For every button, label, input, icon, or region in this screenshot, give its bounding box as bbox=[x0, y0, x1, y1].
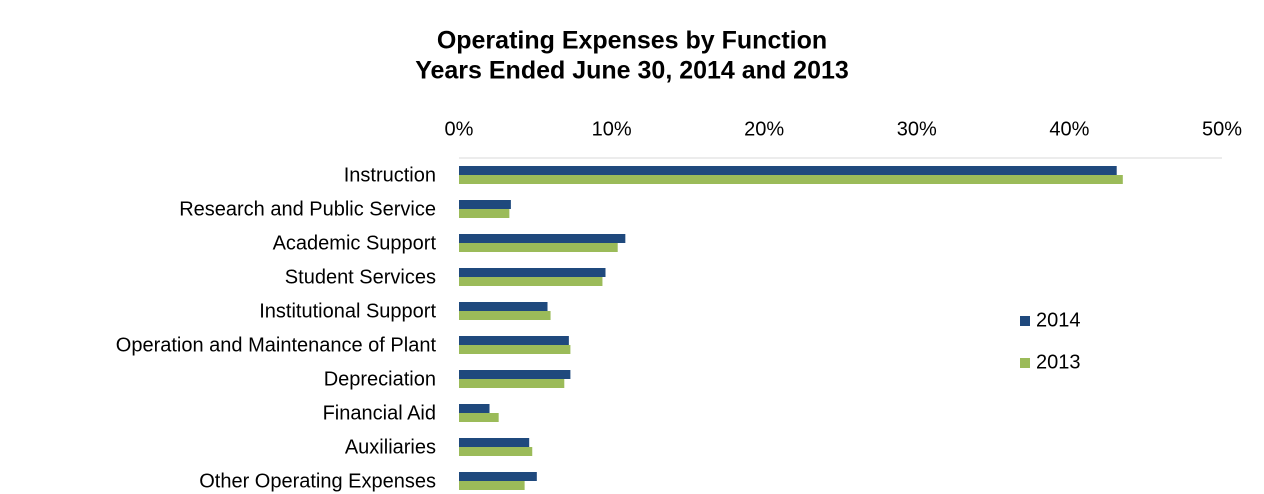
y-tick-label: Auxiliaries bbox=[345, 436, 436, 458]
bar bbox=[459, 481, 525, 490]
bar bbox=[459, 268, 606, 277]
x-tick-label: 40% bbox=[1049, 118, 1089, 140]
bar bbox=[459, 447, 533, 456]
bar bbox=[459, 472, 537, 481]
bar bbox=[459, 209, 510, 218]
bar bbox=[459, 234, 626, 243]
y-tick-label: Institutional Support bbox=[259, 300, 436, 322]
bar bbox=[459, 175, 1123, 184]
legend-swatch bbox=[1020, 316, 1030, 326]
y-tick-label: Depreciation bbox=[324, 368, 436, 390]
bar bbox=[459, 277, 603, 286]
y-tick-label: Other Operating Expenses bbox=[199, 470, 436, 492]
y-tick-label: Operation and Maintenance of Plant bbox=[116, 334, 437, 356]
bar bbox=[459, 243, 618, 252]
y-tick-label: Instruction bbox=[344, 164, 436, 186]
x-tick-label: 10% bbox=[592, 118, 632, 140]
bar bbox=[459, 413, 499, 422]
y-tick-label: Research and Public Service bbox=[179, 198, 436, 220]
legend-swatch bbox=[1020, 358, 1030, 368]
bar bbox=[459, 200, 511, 209]
chart-title: Operating Expenses by Function bbox=[437, 27, 827, 55]
legend-label: 2014 bbox=[1036, 309, 1081, 331]
bar bbox=[459, 302, 548, 311]
legend-label: 2013 bbox=[1036, 351, 1081, 373]
x-tick-label: 0% bbox=[445, 118, 474, 140]
bar bbox=[459, 370, 571, 379]
bar bbox=[459, 404, 490, 413]
bar bbox=[459, 379, 565, 388]
x-tick-label: 50% bbox=[1202, 118, 1242, 140]
bar bbox=[459, 336, 569, 345]
bar bbox=[459, 345, 571, 354]
chart-subtitle: Years Ended June 30, 2014 and 2013 bbox=[415, 57, 849, 85]
x-tick-label: 20% bbox=[744, 118, 784, 140]
bar bbox=[459, 438, 530, 447]
x-tick-label: 30% bbox=[897, 118, 937, 140]
y-tick-label: Academic Support bbox=[273, 232, 437, 254]
y-tick-label: Student Services bbox=[285, 266, 436, 288]
bar bbox=[459, 166, 1117, 175]
bar bbox=[459, 311, 551, 320]
y-tick-label: Financial Aid bbox=[323, 402, 436, 424]
